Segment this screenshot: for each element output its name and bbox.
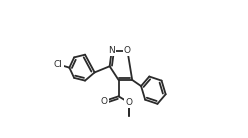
Text: O: O [124, 46, 131, 55]
Text: N: N [108, 46, 115, 55]
Text: Cl: Cl [53, 60, 62, 69]
Text: O: O [125, 98, 132, 107]
Text: O: O [101, 97, 108, 106]
